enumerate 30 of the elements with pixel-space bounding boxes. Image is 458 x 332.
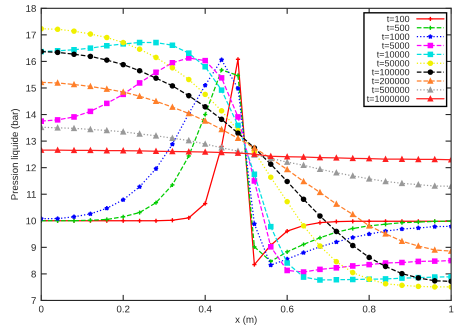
y-tick-label: 14	[26, 111, 36, 118]
legend-label: t=100	[386, 16, 410, 22]
y-tick-label: 9	[31, 244, 36, 251]
y-tick-label: 13	[26, 138, 36, 145]
y-tick-label: 11	[27, 191, 36, 198]
legend-label: t=200000	[372, 78, 410, 84]
y-axis-title: Pression liquide (bar)	[10, 109, 20, 200]
x-axis-title: x (m)	[235, 316, 257, 325]
legend-label: t=10000	[376, 51, 410, 58]
x-tick-label: 0.2	[116, 306, 130, 312]
y-tick-label: 10	[26, 218, 36, 224]
legend-label: t=1000000	[366, 96, 410, 102]
y-tick-label: 8	[31, 270, 36, 278]
y-tick-label: 18	[26, 5, 36, 12]
x-tick-label: 0.4	[198, 306, 212, 312]
x-tick-label: 0	[38, 306, 44, 312]
y-tick-label: 17	[26, 32, 36, 38]
legend-label: t=100000	[372, 68, 410, 76]
y-tick-label: 15	[26, 84, 36, 92]
legend-label: t=500	[386, 24, 410, 32]
legend-label: t=50000	[376, 60, 410, 66]
y-tick-label: 12	[26, 164, 36, 172]
x-tick-label: 0.8	[362, 306, 376, 312]
legend-label: t=1000	[382, 33, 410, 40]
y-tick-label: 7	[31, 297, 36, 304]
y-tick-label: 16	[26, 58, 36, 66]
legend-label: t=5000	[382, 42, 410, 49]
legend-label: t=500000	[372, 86, 410, 94]
x-tick-label: 1	[449, 306, 454, 312]
x-tick-label: 0.6	[280, 306, 294, 312]
